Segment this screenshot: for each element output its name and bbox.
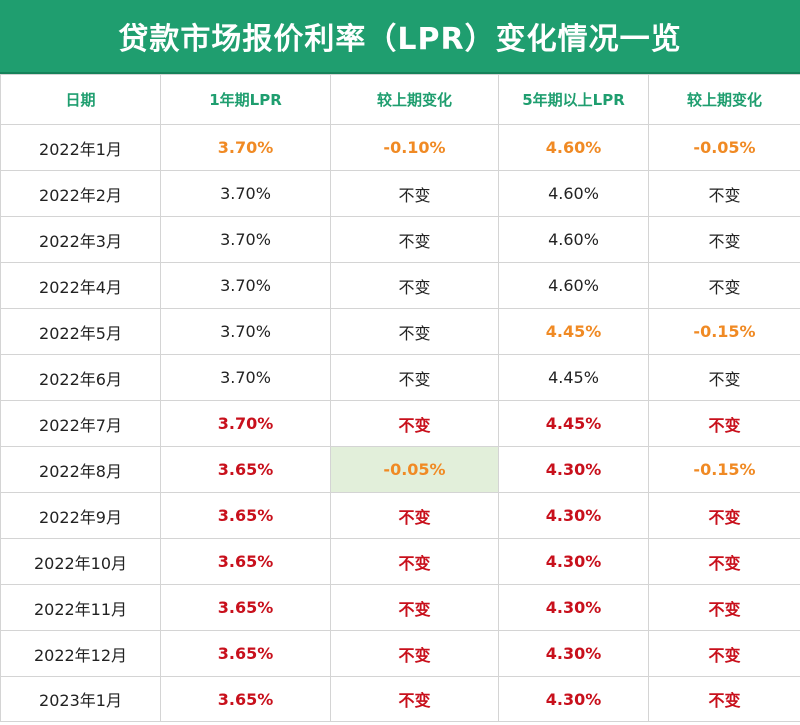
cell-lpr-1y: 3.65%: [160, 584, 331, 631]
cell-lpr-1y: 3.70%: [160, 354, 331, 401]
cell-date: 2022年2月: [0, 170, 161, 217]
header-change-5y: 较上期变化: [648, 74, 800, 125]
page-title: 贷款市场报价利率（LPR）变化情况一览: [0, 0, 800, 74]
cell-lpr-5y: 4.60%: [498, 124, 649, 171]
cell-lpr-1y: 3.70%: [160, 400, 331, 447]
cell-lpr-5y: 4.30%: [498, 584, 649, 631]
cell-change-5y: 不变: [648, 584, 800, 631]
header-lpr-5y: 5年期以上LPR: [498, 74, 649, 125]
header-change-1y: 较上期变化: [330, 74, 499, 125]
cell-lpr-1y: 3.65%: [160, 446, 331, 493]
cell-lpr-5y: 4.45%: [498, 308, 649, 355]
cell-date: 2022年1月: [0, 124, 161, 171]
table-row: 2022年10月 3.65% 不变 4.30% 不变: [0, 538, 800, 585]
header-lpr-1y: 1年期LPR: [160, 74, 331, 125]
table-row: 2022年12月 3.65% 不变 4.30% 不变: [0, 630, 800, 677]
cell-date: 2022年5月: [0, 308, 161, 355]
cell-change-1y: 不变: [330, 584, 499, 631]
cell-lpr-5y: 4.30%: [498, 538, 649, 585]
cell-lpr-1y: 3.70%: [160, 262, 331, 309]
table-row: 2022年11月 3.65% 不变 4.30% 不变: [0, 584, 800, 631]
cell-change-1y: 不变: [330, 676, 499, 722]
cell-lpr-1y: 3.70%: [160, 124, 331, 171]
cell-date: 2023年1月: [0, 676, 161, 722]
table-body: 2022年1月 3.70% -0.10% 4.60% -0.05% 2022年2月 3.70…: [0, 124, 800, 722]
table-row: 2022年3月 3.70% 不变 4.60% 不变: [0, 216, 800, 263]
cell-lpr-5y: 4.60%: [498, 170, 649, 217]
cell-change-1y: 不变: [330, 400, 499, 447]
cell-change-5y: 不变: [648, 216, 800, 263]
table-row: 2022年8月 3.65% -0.05% 4.30% -0.15%: [0, 446, 800, 493]
cell-lpr-1y: 3.65%: [160, 630, 331, 677]
cell-change-1y: 不变: [330, 630, 499, 677]
cell-lpr-5y: 4.30%: [498, 676, 649, 722]
cell-change-5y: -0.05%: [648, 124, 800, 171]
cell-change-5y: 不变: [648, 400, 800, 447]
cell-change-1y: 不变: [330, 308, 499, 355]
cell-date: 2022年9月: [0, 492, 161, 539]
cell-date: 2022年11月: [0, 584, 161, 631]
cell-lpr-5y: 4.30%: [498, 492, 649, 539]
cell-change-5y: -0.15%: [648, 308, 800, 355]
table-row: 2022年5月 3.70% 不变 4.45% -0.15%: [0, 308, 800, 355]
cell-change-5y: 不变: [648, 492, 800, 539]
cell-change-5y: 不变: [648, 262, 800, 309]
cell-change-5y: 不变: [648, 170, 800, 217]
cell-change-1y: -0.10%: [330, 124, 499, 171]
cell-change-1y: 不变: [330, 262, 499, 309]
cell-date: 2022年4月: [0, 262, 161, 309]
table-row: 2022年7月 3.70% 不变 4.45% 不变: [0, 400, 800, 447]
table-row: 2022年2月 3.70% 不变 4.60% 不变: [0, 170, 800, 217]
cell-change-1y: 不变: [330, 354, 499, 401]
cell-change-5y: 不变: [648, 538, 800, 585]
table-row: 2023年1月 3.65% 不变 4.30% 不变: [0, 676, 800, 722]
cell-lpr-1y: 3.65%: [160, 538, 331, 585]
table-row: 2022年9月 3.65% 不变 4.30% 不变: [0, 492, 800, 539]
cell-date: 2022年8月: [0, 446, 161, 493]
cell-lpr-5y: 4.60%: [498, 216, 649, 263]
cell-date: 2022年7月: [0, 400, 161, 447]
table-row: 2022年4月 3.70% 不变 4.60% 不变: [0, 262, 800, 309]
cell-lpr-5y: 4.45%: [498, 400, 649, 447]
cell-date: 2022年12月: [0, 630, 161, 677]
cell-lpr-1y: 3.70%: [160, 170, 331, 217]
cell-change-1y: -0.05%: [330, 446, 499, 493]
cell-lpr-1y: 3.65%: [160, 492, 331, 539]
header-date: 日期: [0, 74, 161, 125]
cell-date: 2022年3月: [0, 216, 161, 263]
cell-lpr-5y: 4.30%: [498, 446, 649, 493]
cell-change-1y: 不变: [330, 492, 499, 539]
cell-lpr-1y: 3.70%: [160, 308, 331, 355]
table-header-row: 日期 1年期LPR 较上期变化 5年期以上LPR 较上期变化: [0, 74, 800, 125]
cell-lpr-5y: 4.45%: [498, 354, 649, 401]
table-row: 2022年1月 3.70% -0.10% 4.60% -0.05%: [0, 124, 800, 171]
cell-lpr-5y: 4.30%: [498, 630, 649, 677]
cell-change-1y: 不变: [330, 538, 499, 585]
cell-change-5y: 不变: [648, 676, 800, 722]
cell-date: 2022年6月: [0, 354, 161, 401]
cell-change-5y: -0.15%: [648, 446, 800, 493]
cell-change-5y: 不变: [648, 630, 800, 677]
lpr-table: 日期 1年期LPR 较上期变化 5年期以上LPR 较上期变化 2022年1月 3.…: [0, 74, 800, 722]
cell-lpr-1y: 3.65%: [160, 676, 331, 722]
cell-change-5y: 不变: [648, 354, 800, 401]
cell-date: 2022年10月: [0, 538, 161, 585]
cell-change-1y: 不变: [330, 216, 499, 263]
cell-lpr-1y: 3.70%: [160, 216, 331, 263]
cell-change-1y: 不变: [330, 170, 499, 217]
cell-lpr-5y: 4.60%: [498, 262, 649, 309]
table-row: 2022年6月 3.70% 不变 4.45% 不变: [0, 354, 800, 401]
